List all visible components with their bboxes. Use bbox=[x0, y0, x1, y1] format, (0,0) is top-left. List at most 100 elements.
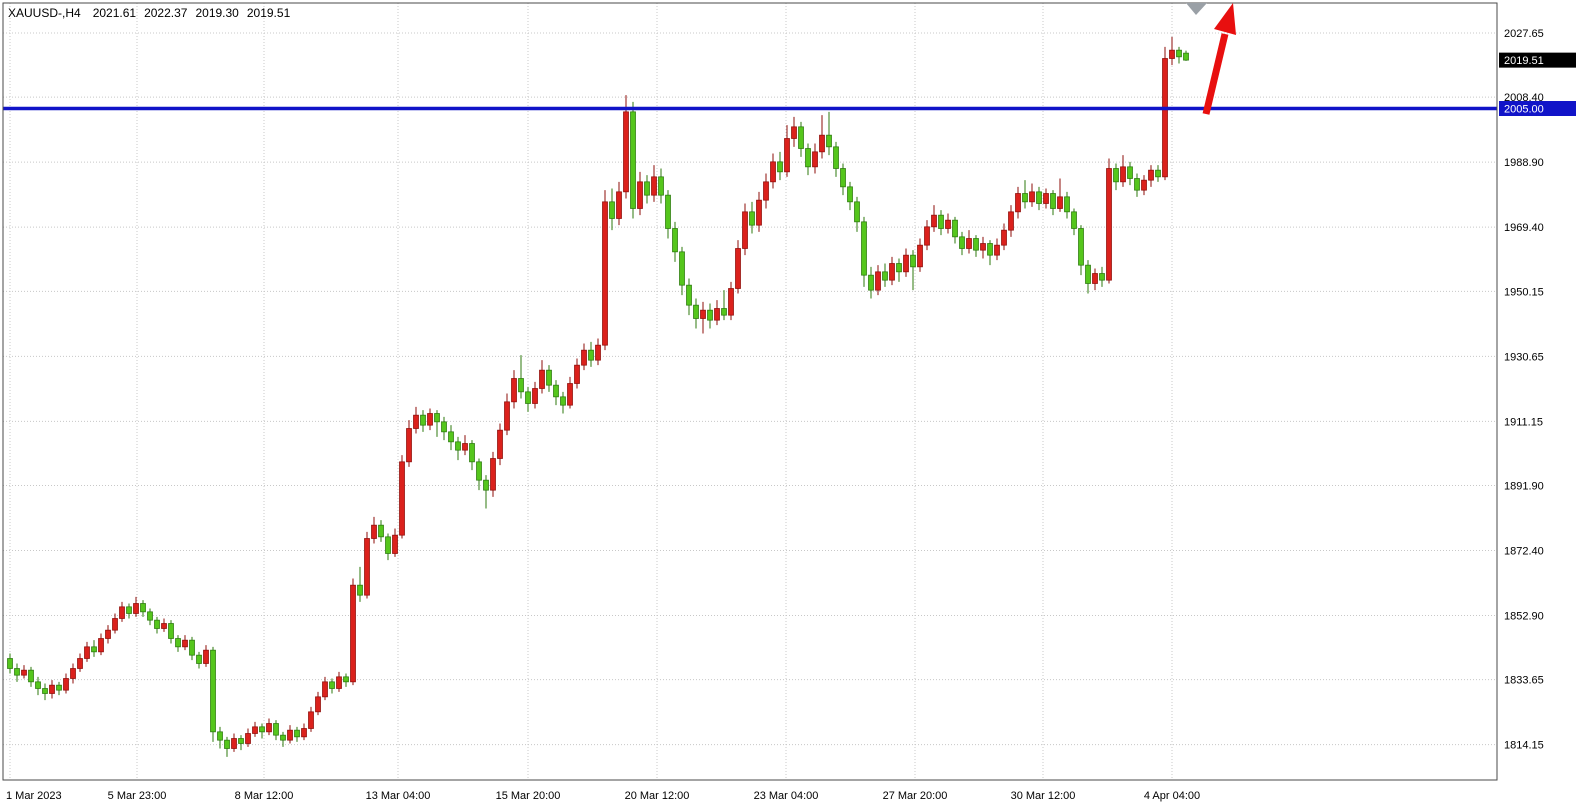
candle bbox=[1092, 273, 1098, 284]
candle bbox=[1022, 193, 1028, 203]
candle bbox=[77, 658, 83, 669]
candle bbox=[112, 618, 118, 631]
candle bbox=[98, 638, 104, 653]
candle bbox=[91, 646, 97, 653]
candle bbox=[595, 344, 601, 361]
candle bbox=[539, 369, 545, 389]
candle bbox=[511, 378, 517, 403]
price-axis-label: 1969.40 bbox=[1504, 222, 1544, 234]
candle bbox=[812, 151, 818, 168]
price-axis-label: 1911.15 bbox=[1504, 416, 1543, 428]
candle bbox=[273, 723, 279, 736]
candle bbox=[924, 226, 930, 246]
arrow-shaft bbox=[1202, 33, 1229, 115]
candle bbox=[441, 421, 447, 433]
candle bbox=[728, 288, 734, 316]
candle bbox=[469, 443, 475, 463]
candle bbox=[959, 236, 965, 249]
candle bbox=[532, 388, 538, 404]
candle bbox=[693, 304, 699, 319]
candle bbox=[644, 181, 650, 196]
time-axis-label: 13 Mar 04:00 bbox=[366, 790, 431, 802]
candle bbox=[1050, 193, 1056, 209]
candle bbox=[427, 413, 433, 426]
current-price-tag-label: 2019.51 bbox=[1504, 55, 1544, 67]
gray-marker-icon[interactable] bbox=[1186, 3, 1207, 15]
candle bbox=[413, 414, 419, 429]
candle bbox=[826, 134, 832, 148]
candles-group bbox=[7, 36, 1189, 757]
candle bbox=[154, 619, 160, 629]
gridlines bbox=[3, 3, 1497, 780]
candle bbox=[763, 181, 769, 201]
candle bbox=[329, 681, 335, 689]
candle bbox=[280, 734, 286, 741]
candle bbox=[896, 263, 902, 273]
candle bbox=[840, 168, 846, 188]
candle bbox=[308, 711, 314, 729]
candle bbox=[651, 176, 657, 196]
chart-border bbox=[2, 2, 1498, 781]
candle bbox=[658, 176, 664, 196]
price-axis-label: 1852.90 bbox=[1504, 611, 1544, 623]
price-axis[interactable]: 2027.652008.401988.901969.401950.151930.… bbox=[1504, 28, 1544, 752]
price-axis-label: 1814.15 bbox=[1504, 740, 1544, 752]
candle bbox=[70, 668, 76, 679]
close-value: 2019.51 bbox=[246, 6, 291, 20]
candle bbox=[700, 309, 706, 319]
candle bbox=[203, 649, 209, 664]
candle bbox=[392, 534, 398, 554]
candle bbox=[126, 606, 132, 614]
candle bbox=[819, 134, 825, 153]
candle bbox=[301, 728, 307, 738]
candle bbox=[490, 458, 496, 491]
candle bbox=[868, 274, 874, 291]
low-value: 2019.30 bbox=[195, 6, 239, 20]
candle bbox=[448, 431, 454, 443]
candle bbox=[217, 731, 223, 741]
candle bbox=[1127, 166, 1133, 179]
candle bbox=[903, 254, 909, 273]
symbol-period-label: XAUUSD-,H4 bbox=[8, 6, 81, 20]
candle bbox=[665, 194, 671, 229]
candle bbox=[518, 378, 524, 393]
candle bbox=[945, 219, 951, 229]
time-axis-label: 27 Mar 20:00 bbox=[883, 790, 948, 802]
price-axis-label: 1950.15 bbox=[1504, 286, 1544, 298]
candle bbox=[1169, 49, 1175, 59]
candle bbox=[1141, 179, 1147, 191]
time-axis[interactable]: 1 Mar 2023 5 Mar 23:00 8 Mar 12:00 13 Mar 0… bbox=[6, 790, 1200, 802]
time-axis-label: 1 Mar 2023 bbox=[6, 790, 62, 802]
candle bbox=[1106, 168, 1112, 281]
candle bbox=[630, 111, 636, 209]
current-price-tag bbox=[1499, 52, 1576, 68]
candle bbox=[147, 611, 153, 621]
candle bbox=[791, 126, 797, 139]
candle bbox=[133, 603, 139, 614]
high-value: 2022.37 bbox=[144, 6, 188, 20]
time-axis-label: 8 Mar 12:00 bbox=[235, 790, 294, 802]
candle bbox=[525, 391, 531, 404]
candle bbox=[1183, 52, 1189, 61]
plot-area[interactable] bbox=[3, 3, 1497, 780]
candle bbox=[35, 681, 41, 689]
candle bbox=[770, 161, 776, 183]
candle bbox=[1057, 196, 1063, 209]
candle bbox=[504, 401, 510, 431]
candle bbox=[784, 138, 790, 173]
candle bbox=[1085, 264, 1091, 284]
candle bbox=[686, 284, 692, 306]
candle bbox=[294, 729, 300, 738]
candle bbox=[1064, 196, 1070, 213]
candle bbox=[315, 696, 321, 713]
candle bbox=[140, 603, 146, 613]
price-axis-label: 1988.90 bbox=[1504, 157, 1544, 169]
candle bbox=[497, 429, 503, 459]
candle bbox=[889, 263, 895, 281]
candle bbox=[847, 186, 853, 203]
candle bbox=[343, 676, 349, 683]
candle bbox=[1099, 273, 1105, 281]
candle bbox=[1001, 229, 1007, 246]
red-up-arrow-annotation[interactable] bbox=[1202, 3, 1236, 115]
